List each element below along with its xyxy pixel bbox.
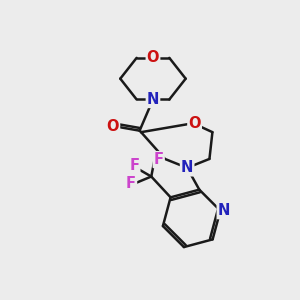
Text: F: F: [126, 176, 136, 191]
Text: N: N: [181, 160, 193, 175]
Text: F: F: [154, 152, 164, 167]
Text: N: N: [218, 203, 230, 218]
Text: F: F: [129, 158, 139, 173]
Text: O: O: [188, 116, 201, 131]
Text: O: O: [106, 119, 119, 134]
Text: N: N: [147, 92, 159, 107]
Text: O: O: [147, 50, 159, 65]
